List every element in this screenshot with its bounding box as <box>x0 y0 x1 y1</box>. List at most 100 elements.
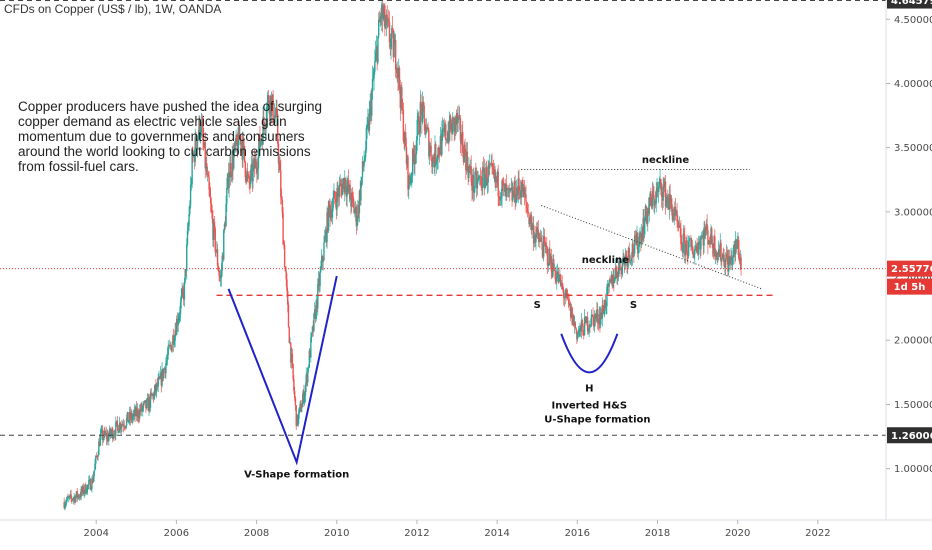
candle-body <box>66 496 68 501</box>
candle-body <box>482 167 485 169</box>
candle-body <box>688 238 691 242</box>
candle-body <box>405 146 408 165</box>
candle-body <box>723 254 725 267</box>
candle-body <box>676 210 678 222</box>
candle-body <box>180 295 183 302</box>
candle-body <box>266 94 269 104</box>
candle-body <box>484 177 486 188</box>
candle-body <box>568 299 570 305</box>
candle-body <box>233 153 235 169</box>
candle-body <box>89 479 92 490</box>
candle-body <box>440 136 442 155</box>
candle-body <box>386 14 388 21</box>
candle-body <box>579 325 581 330</box>
candle-body <box>71 499 74 501</box>
candle-body <box>95 456 97 465</box>
candle-body <box>590 325 592 327</box>
candle-body <box>133 409 136 414</box>
candle-body <box>400 86 402 109</box>
candle-body <box>446 139 449 142</box>
candle-body <box>273 115 276 123</box>
candle-body <box>431 156 434 167</box>
time-axis[interactable]: 2004 2006 2008 2010 2012 2014 2016 2018 2020 2022 <box>83 520 831 539</box>
candle-body <box>541 241 543 251</box>
candle-body <box>616 272 618 279</box>
candle-body <box>128 420 130 423</box>
candle-body <box>669 193 671 202</box>
candle-body <box>322 260 324 263</box>
candle-body <box>376 46 378 63</box>
candle-body <box>701 235 703 239</box>
candle-body <box>250 163 253 170</box>
candle-body <box>163 367 166 370</box>
candle-body <box>209 197 212 204</box>
price-badge-label: 4.64579 <box>891 0 932 7</box>
candle-body <box>559 274 561 276</box>
candle-body <box>171 344 173 352</box>
candle-body <box>526 207 529 213</box>
candle-body <box>731 257 734 266</box>
candle-body <box>684 244 687 256</box>
candle-body <box>435 144 437 165</box>
candle-body <box>664 181 667 207</box>
candle-body <box>282 212 284 245</box>
candle-body <box>525 194 527 203</box>
candle-body <box>382 14 385 20</box>
candle-body <box>216 249 219 266</box>
candle-body <box>685 240 688 245</box>
candle-body <box>739 257 741 262</box>
candle-body <box>581 320 583 326</box>
candle-body <box>698 240 701 243</box>
candle-body <box>126 412 129 419</box>
candle-body <box>693 254 695 258</box>
candle-body <box>243 139 245 146</box>
candle-body <box>88 479 91 481</box>
candle-body <box>85 484 87 494</box>
candle-body <box>266 103 268 120</box>
candle-body <box>579 325 582 332</box>
candle-body <box>295 405 297 426</box>
price-axis[interactable]: 1.00000 1.50000 2.00000 2.50000 3.00000 3.500… <box>886 15 932 475</box>
candle-body <box>512 190 514 201</box>
candle-body <box>402 109 405 141</box>
candle-body <box>97 455 99 457</box>
candle-body <box>122 423 125 427</box>
candle-body <box>104 430 106 435</box>
candle-body <box>479 176 482 178</box>
candle-body <box>619 258 621 270</box>
candle-body <box>317 284 319 309</box>
candle-body <box>397 67 399 79</box>
candle-body <box>327 212 329 231</box>
candle-body <box>395 69 398 74</box>
candle-body <box>90 488 92 490</box>
candle-body <box>678 225 681 228</box>
candle-body <box>607 284 610 287</box>
chart-annotation: H <box>585 384 593 395</box>
candle-body <box>348 185 351 192</box>
candle-body <box>335 202 337 210</box>
candle-body <box>710 228 712 244</box>
price-badge <box>887 260 932 277</box>
candle-body <box>369 100 371 110</box>
candle-body <box>453 117 455 132</box>
candle-body <box>539 238 541 243</box>
candle-body <box>548 248 550 266</box>
chart-annotation: Inverted H&S <box>552 400 628 411</box>
candle-body <box>337 192 340 197</box>
candle-body <box>529 214 532 222</box>
candle-body <box>462 132 464 153</box>
candle-body <box>677 221 679 223</box>
candle-body <box>497 171 499 197</box>
candle-body <box>721 253 724 260</box>
candle-body <box>493 169 496 175</box>
candle-body <box>157 379 159 387</box>
candle-body <box>345 190 348 197</box>
candle-body <box>206 163 208 176</box>
candle-body <box>70 494 72 498</box>
candle-body <box>108 428 111 436</box>
candle-body <box>639 233 641 237</box>
candle-body <box>231 153 233 176</box>
candle-body <box>634 235 637 238</box>
candle-body <box>237 127 240 154</box>
